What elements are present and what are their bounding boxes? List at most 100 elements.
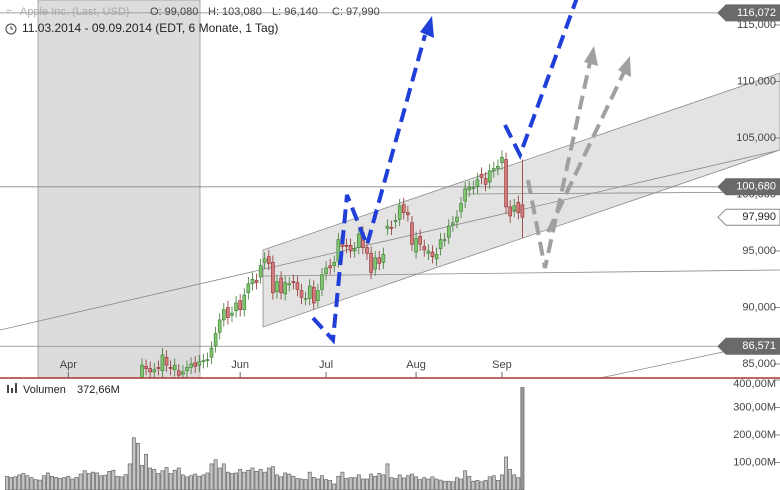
candle-body [397, 205, 402, 220]
volume-bar [393, 478, 398, 490]
volume-bar [369, 473, 373, 490]
x-tick-label: Jun [231, 359, 249, 371]
axes: 85,00090,00095,000100,000105,000110,0001… [60, 4, 780, 468]
volume-bar [377, 473, 382, 490]
candle-body [442, 239, 447, 241]
volume-bar [242, 471, 247, 490]
volume-bar [422, 477, 427, 490]
quote-low: L: 96,140 [272, 6, 318, 18]
y-tick-label: 95,000 [742, 245, 776, 257]
volume-bar [168, 473, 173, 490]
candle-body [332, 261, 337, 266]
candle-body [181, 371, 185, 375]
volume-bar [495, 480, 500, 490]
volume-bar [50, 475, 54, 490]
candle-body [287, 283, 292, 286]
candle-body [434, 254, 439, 260]
quote-close: C: 97,990 [332, 6, 380, 18]
volume-bar [328, 480, 333, 490]
candle-body [401, 204, 406, 213]
candle-body [483, 178, 488, 185]
date-range: 11.03.2014 - 09.09.2014 (EDT, 6 Monate, … [22, 21, 278, 35]
trend-channel [262, 72, 780, 328]
candle-body [201, 360, 206, 363]
candle-body [217, 319, 222, 333]
candle-body [242, 294, 247, 311]
candle-body [496, 165, 500, 169]
candle-body [254, 280, 259, 283]
volume-bar [62, 477, 67, 490]
volume-icon [15, 383, 17, 393]
volume-bar [37, 479, 42, 490]
volume-tick-label: 300,00M [733, 401, 776, 413]
volume-bar [336, 475, 341, 490]
volume-bar [41, 475, 46, 490]
candle-body [385, 225, 390, 229]
price-marker-lines [0, 12, 780, 347]
volume-bar [25, 475, 30, 490]
volume-bar [58, 478, 63, 490]
volume-bars [5, 387, 525, 490]
volume-bar [201, 474, 206, 490]
candle-body [381, 254, 386, 263]
volume-bar [176, 467, 181, 490]
volume-bar [356, 474, 361, 490]
candle-body [438, 239, 443, 250]
volume-bar [66, 475, 71, 490]
arrow-head [420, 16, 434, 38]
volume-bar [467, 475, 472, 490]
volume-bar [197, 475, 202, 490]
volume-bar [397, 474, 402, 490]
volume-bar [385, 463, 390, 490]
support-line [262, 269, 780, 277]
price-marker-label: 116,072 [737, 7, 776, 19]
volume-bar [123, 474, 128, 490]
candle-body [193, 362, 197, 367]
volume-bar [373, 475, 378, 490]
volume-bar [131, 437, 136, 490]
volume-bar [434, 478, 439, 490]
candle-body [451, 222, 455, 226]
volume-bar [279, 476, 283, 490]
header: ≈ Apple Inc. (Last, USD) O: 99,080 H: 10… [5, 6, 380, 396]
candle-body [164, 356, 169, 366]
candle-body [344, 245, 349, 247]
volume-bar [365, 478, 369, 490]
candle-body [487, 170, 492, 183]
quote-open: O: 99,080 [150, 6, 198, 18]
volume-bar [189, 475, 193, 490]
volume-bar [221, 463, 226, 490]
candle-body [148, 368, 152, 373]
volume-bar [446, 480, 451, 490]
volume-bar [430, 476, 435, 490]
volume-bar [140, 464, 144, 490]
volume-bar [209, 463, 214, 490]
candle-body [414, 238, 418, 253]
volume-bar [455, 477, 459, 490]
candle-body [491, 168, 496, 172]
grey-arrow [546, 71, 626, 233]
volume-bar [205, 472, 210, 490]
candle-body [512, 205, 517, 211]
volume-bar [299, 478, 304, 490]
volume-bar [5, 475, 9, 490]
candle-body [250, 278, 255, 285]
volume-bar [70, 478, 75, 490]
candle-body [303, 298, 308, 300]
candle-body [520, 204, 525, 218]
volume-bar [254, 470, 259, 490]
volume-bar [74, 477, 79, 490]
price-marker [717, 337, 780, 355]
candle-body [271, 261, 275, 294]
highlight-period [37, 0, 201, 379]
candle-body [459, 203, 463, 212]
volume-bar [459, 478, 463, 490]
candle-body [389, 226, 394, 229]
volume-bar [303, 479, 308, 490]
volume-icon [7, 385, 9, 393]
candle-body [262, 258, 267, 263]
volume-bar [491, 475, 496, 490]
drawings [0, 72, 780, 379]
volume-bar [78, 473, 83, 490]
volume-bar [82, 470, 87, 490]
